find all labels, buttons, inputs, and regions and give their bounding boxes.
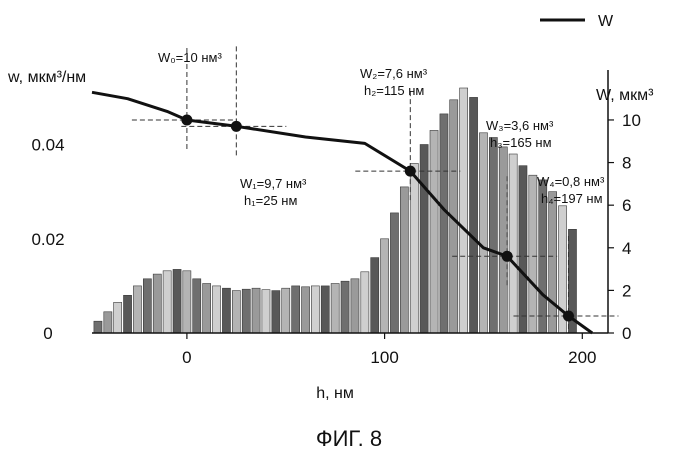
y-left-tick-label-1: 0.02 bbox=[31, 230, 64, 249]
bar-43 bbox=[519, 166, 527, 333]
x-tick-label-0: 0 bbox=[182, 348, 191, 367]
bar-39 bbox=[479, 133, 487, 333]
bar-31 bbox=[400, 187, 408, 333]
annotations: W₀=10 нм³ W₁=9,7 нм³ h₁=25 нм W₂=7,6 нм³ h₂=… bbox=[158, 50, 605, 208]
bar-0 bbox=[94, 321, 102, 333]
y-right-tick-label-0: 0 bbox=[622, 324, 631, 343]
annotation-label-0: W₀=10 нм³ bbox=[158, 50, 222, 65]
bar-32 bbox=[410, 163, 418, 333]
y-right-axis-title: W, мкм³ bbox=[596, 87, 654, 104]
bar-2 bbox=[114, 302, 122, 333]
annotation-sublabel-2: h₂=115 нм bbox=[364, 83, 424, 98]
bar-6 bbox=[153, 274, 161, 333]
bar-1 bbox=[104, 312, 112, 333]
bar-22 bbox=[311, 286, 319, 333]
bar-24 bbox=[331, 284, 339, 334]
bar-37 bbox=[460, 88, 468, 333]
bar-7 bbox=[163, 271, 171, 333]
x-tick-label-1: 100 bbox=[370, 348, 398, 367]
bar-28 bbox=[371, 258, 379, 333]
bar-10 bbox=[193, 279, 201, 333]
bar-29 bbox=[381, 239, 389, 333]
point-marker-3 bbox=[502, 251, 513, 262]
bar-21 bbox=[302, 287, 310, 333]
bar-35 bbox=[440, 114, 448, 333]
bar-18 bbox=[272, 291, 280, 333]
annotation-sublabel-4: h₄=197 нм bbox=[541, 191, 603, 206]
bar-8 bbox=[173, 269, 181, 333]
bar-14 bbox=[232, 291, 240, 333]
bar-13 bbox=[222, 288, 230, 333]
annotation-sublabel-1: h₁=25 нм bbox=[244, 193, 297, 208]
annotation-label-3: W₃=3,6 нм³ bbox=[486, 118, 554, 133]
point-marker-4 bbox=[563, 310, 574, 321]
annotation-label-4: W₄=0,8 нм³ bbox=[537, 174, 605, 189]
annotation-label-2: W₂=7,6 нм³ bbox=[360, 66, 428, 81]
x-tick-label-2: 200 bbox=[568, 348, 596, 367]
point-marker-2 bbox=[405, 166, 416, 177]
point-marker-0 bbox=[181, 114, 192, 125]
bar-12 bbox=[213, 286, 221, 333]
bar-16 bbox=[252, 288, 260, 333]
bar-25 bbox=[341, 281, 349, 333]
y-left-tick-label-0: 0 bbox=[43, 324, 52, 343]
bar-46 bbox=[549, 192, 557, 333]
bar-26 bbox=[351, 279, 359, 333]
bar-40 bbox=[489, 138, 497, 334]
bar-42 bbox=[509, 154, 517, 333]
bar-11 bbox=[203, 284, 211, 334]
figure-caption: ФИГ. 8 bbox=[316, 426, 382, 451]
bar-23 bbox=[321, 286, 329, 333]
y-right-tick-label-1: 2 bbox=[622, 281, 631, 300]
bar-20 bbox=[292, 286, 300, 333]
bar-41 bbox=[499, 147, 507, 333]
y-right-tick-label-5: 10 bbox=[622, 111, 641, 130]
annotation-label-1: W₁=9,7 нм³ bbox=[240, 176, 307, 191]
bar-9 bbox=[183, 271, 191, 333]
y-right-tick-label-3: 6 bbox=[622, 196, 631, 215]
y-right-tick-label-2: 4 bbox=[622, 239, 631, 258]
bar-17 bbox=[262, 290, 270, 333]
bar-27 bbox=[361, 272, 369, 333]
y-left-tick-label-2: 0.04 bbox=[31, 136, 64, 155]
bar-33 bbox=[420, 145, 428, 334]
point-marker-1 bbox=[231, 121, 242, 132]
bar-30 bbox=[390, 213, 398, 333]
y-left-axis-title: w, мкм³/нм bbox=[7, 69, 86, 86]
bar-38 bbox=[470, 97, 478, 333]
bar-5 bbox=[143, 279, 151, 333]
bar-34 bbox=[430, 130, 438, 333]
bar-15 bbox=[242, 289, 250, 333]
y-right-tick-label-4: 8 bbox=[622, 154, 631, 173]
bar-44 bbox=[529, 175, 537, 333]
annotation-sublabel-3: h₃=165 нм bbox=[490, 135, 552, 150]
bar-4 bbox=[133, 286, 141, 333]
x-axis-title: h, нм bbox=[316, 385, 354, 402]
legend-label-W: W bbox=[598, 13, 614, 30]
bar-3 bbox=[124, 295, 132, 333]
bar-19 bbox=[282, 288, 290, 333]
chart: W w, мкм³/нм W, мкм³ h, нм ФИГ. 8 010020… bbox=[0, 0, 699, 461]
